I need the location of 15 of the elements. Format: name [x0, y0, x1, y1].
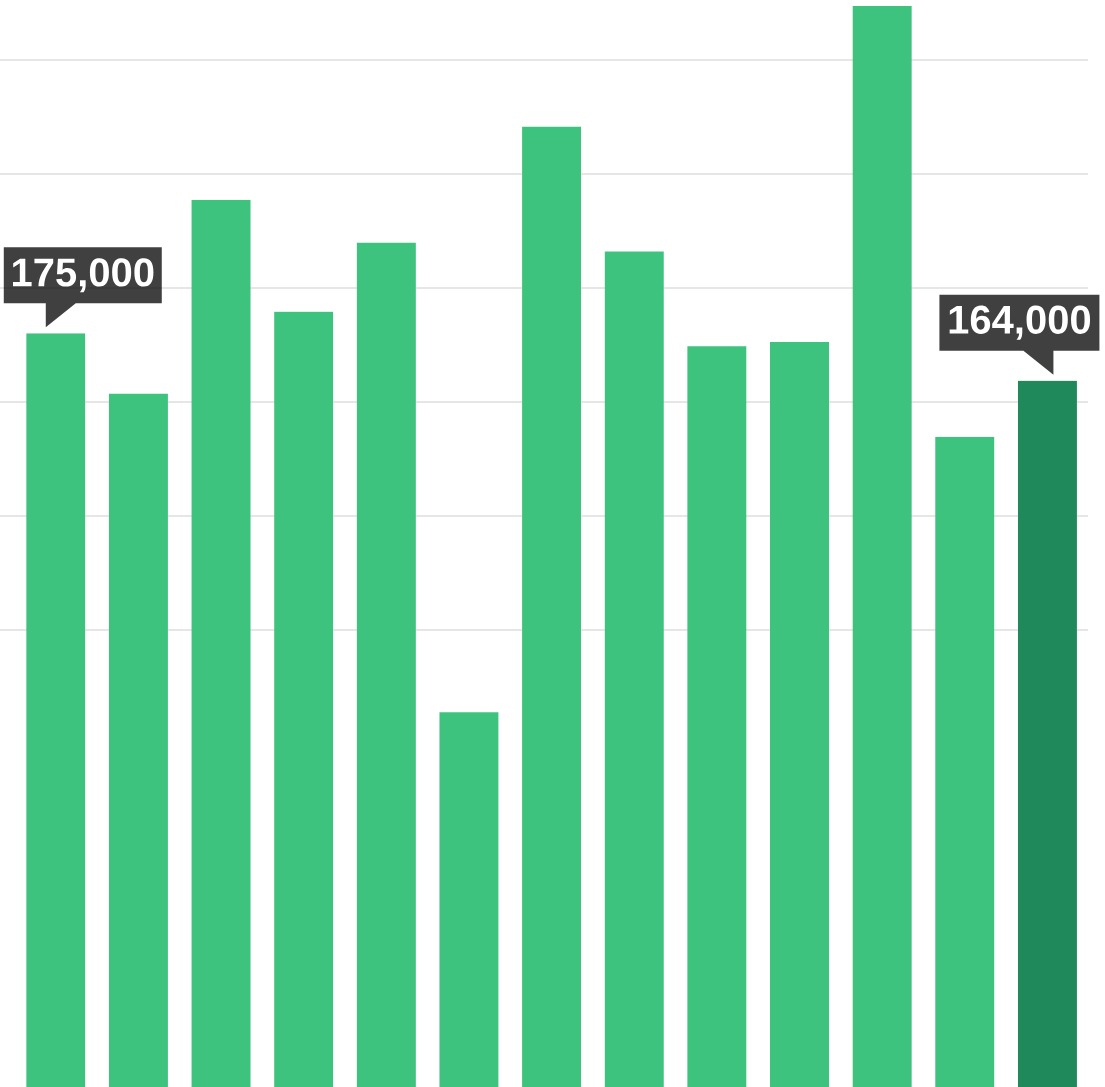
- bar: [770, 341, 830, 1087]
- data-label: 175,000: [13, 258, 154, 293]
- bar: [191, 199, 251, 1087]
- bar: [522, 126, 582, 1087]
- bar: [26, 333, 86, 1087]
- bar: [108, 393, 168, 1087]
- bar: [604, 251, 664, 1087]
- bar: [935, 436, 995, 1087]
- bar: [852, 5, 912, 1087]
- data-label: 164,000: [949, 305, 1091, 340]
- bar: [356, 242, 416, 1087]
- bar: [687, 346, 747, 1087]
- bar: [1017, 380, 1077, 1087]
- bar: [439, 712, 499, 1087]
- bar: [274, 311, 334, 1087]
